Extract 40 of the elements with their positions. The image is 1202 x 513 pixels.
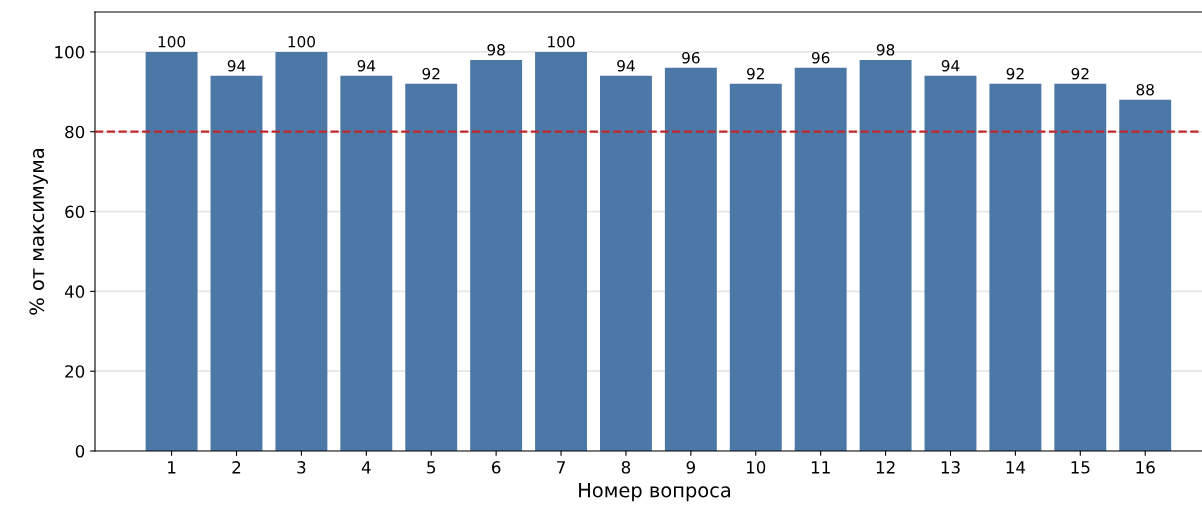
data-label: 92	[1071, 67, 1089, 80]
data-label: 92	[422, 67, 440, 80]
x-tick-label: 10	[746, 461, 766, 474]
data-label: 96	[682, 51, 700, 64]
x-tick-label: 6	[492, 461, 501, 474]
y-tick-label: 20	[65, 365, 85, 378]
x-tick-label: 5	[427, 461, 436, 474]
x-tick-label: 4	[361, 461, 371, 474]
data-label: 94	[617, 59, 635, 72]
data-label: 88	[1136, 83, 1154, 96]
data-label: 94	[357, 59, 376, 72]
x-tick-label: 16	[1136, 461, 1155, 474]
y-tick-label: 0	[75, 444, 85, 458]
x-axis-title: Номер вопроса	[579, 483, 731, 502]
x-tick-label: 3	[297, 461, 306, 474]
data-label: 100	[158, 36, 186, 48]
data-label: 98	[876, 43, 895, 56]
data-label: 100	[548, 36, 575, 48]
data-label: 92	[1006, 67, 1024, 80]
data-label: 100	[288, 36, 315, 48]
x-tick-label: 8	[621, 461, 631, 474]
x-tick-label: 2	[232, 461, 241, 474]
y-axis-title: % от максимума	[29, 149, 48, 315]
x-tick-label: 14	[1006, 461, 1026, 474]
y-tick-label: 60	[65, 205, 85, 219]
x-tick-label: 9	[686, 461, 695, 474]
data-label: 94	[941, 59, 960, 72]
y-tick-label: 40	[64, 285, 85, 298]
data-label: 92	[747, 67, 764, 80]
x-tick-label: 1	[168, 461, 176, 474]
data-label: 98	[487, 43, 505, 56]
x-tick-label: 11	[811, 461, 830, 474]
data-label: 96	[811, 51, 830, 64]
data-label: 94	[227, 59, 246, 72]
x-tick-label: 15	[1071, 461, 1090, 474]
x-tick-label: 13	[941, 461, 960, 474]
x-tick-label: 12	[876, 461, 895, 474]
y-tick-label: 100	[55, 45, 85, 59]
y-tick-label: 80	[65, 125, 85, 139]
x-tick-label: 7	[557, 461, 565, 474]
